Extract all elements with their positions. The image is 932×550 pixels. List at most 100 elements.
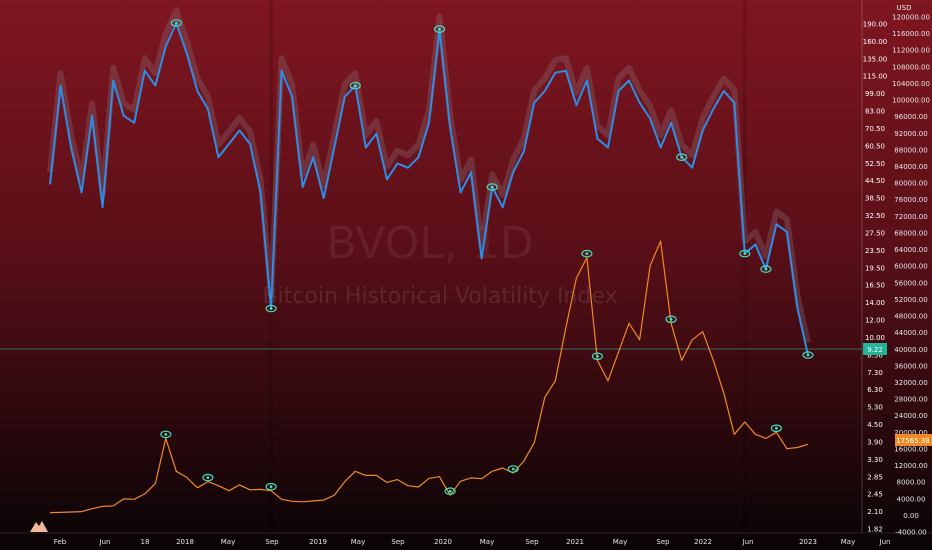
btc-tick-label: 88000.00 (894, 146, 927, 154)
btc-tick-label: 116000.00 (892, 30, 930, 38)
time-tick-label: Jun (99, 538, 111, 546)
bvol-tick-label: 52.50 (865, 160, 885, 168)
bvol-tick-label: 99.00 (865, 90, 885, 98)
time-tick-label: May (221, 538, 235, 546)
time-tick-label: 2021 (566, 538, 584, 546)
btc-tick-label: 64000.00 (894, 246, 927, 254)
btc-tick-label: 40000.00 (894, 346, 927, 354)
bvol-tick-label: 16.50 (865, 282, 885, 290)
marker-eye-icon (433, 25, 446, 33)
btc-value-text: 17565.38 (896, 437, 929, 445)
time-tick-label: 2020 (434, 538, 452, 546)
btc-tick-label: 52000.00 (894, 296, 927, 304)
time-tick-label: Jun (879, 538, 891, 546)
btc-tick-label: 112000.00 (892, 47, 930, 55)
marker-eye-icon (507, 465, 519, 473)
btc-tick-label: 44000.00 (894, 329, 927, 337)
event-band (269, 0, 274, 533)
tradingview-logo (30, 521, 48, 532)
time-axis: Feb Jun 18 2018 May Sep 2019 May Sep 2020 May Sep 20… (0, 532, 932, 546)
time-tick-label: Jun (742, 538, 754, 546)
marker-eye-icon (665, 315, 677, 324)
bvol-tick-label: 10.00 (865, 334, 885, 342)
bvol-tick-label: 3.90 (867, 438, 883, 446)
currency-label: USD (897, 4, 912, 12)
bvol-value-text: 9.22 (867, 346, 883, 354)
btc-tick-label: 120000.00 (892, 14, 930, 22)
btc-tick-label: 48000.00 (894, 313, 927, 321)
bvol-value-badge: 9.22 (863, 343, 887, 355)
btc-tick-label: 4000.00 (897, 495, 926, 503)
time-tick-label: 2019 (309, 538, 327, 546)
bvol-tick-label: 2.45 (867, 491, 883, 499)
bvol-tick-label: 70.50 (865, 125, 885, 133)
event-band (742, 0, 747, 533)
btc-tick-label: 56000.00 (894, 279, 927, 287)
btc-tick-label: 12000.00 (894, 462, 927, 470)
marker-eye-icon (770, 424, 783, 433)
bvol-tick-label: 38.50 (865, 195, 885, 203)
bvol-tick-label: 27.50 (865, 230, 885, 238)
marker-eye-icon (349, 81, 361, 90)
btc-tick-label: 108000.00 (892, 63, 930, 71)
time-tick-label: 2023 (799, 538, 817, 546)
bvol-tick-label: 83.00 (865, 108, 885, 116)
marker-eye-icon (265, 482, 277, 491)
bvol-tick-label: 115.00 (863, 73, 888, 81)
bvol-tick-label: 135.00 (863, 55, 888, 63)
watermark: BVOL, 1D Bitcoin Historical Volatility I… (262, 218, 617, 309)
marker-eye-icon (802, 351, 814, 359)
bvol-tick-label: 12.00 (865, 317, 885, 325)
time-tick-label: May (351, 538, 365, 546)
marker-eye-icon (739, 249, 751, 258)
btc-tick-label: 72000.00 (894, 213, 927, 221)
bvol-axis: 1.82 2.10 2.45 2.85 3.30 3.90 4.50 5.30 6.30 7.30… (861, 0, 888, 534)
btc-tick-label: 60000.00 (894, 263, 927, 271)
bvol-tick-label: 8.50 (867, 351, 883, 359)
btc-tick-label: 92000.00 (894, 130, 927, 138)
marker-eye-icon (486, 183, 498, 191)
marker-eye-icon (170, 19, 182, 27)
bvol-tick-label: 32.50 (865, 212, 885, 220)
marker-eye-icon (160, 430, 172, 439)
btc-axis: -4000.00 0.00 4000.00 8000.00 12000.00 16000.… (892, 14, 930, 537)
btc-tick-label: 80000.00 (894, 180, 927, 188)
time-tick-label: May (841, 538, 855, 546)
btc-tick-label: 24000.00 (894, 412, 927, 420)
bvol-tick-label: 2.85 (867, 473, 883, 481)
bvol-tick-label: 14.00 (865, 299, 885, 307)
bvol-tick-label: 3.30 (867, 456, 883, 464)
btc-tick-label: -4000.00 (895, 529, 926, 537)
time-tick-label: Sep (391, 538, 405, 546)
bvol-tick-label: 1.82 (867, 526, 883, 534)
event-lines (269, 0, 747, 533)
bvol-tick-label: 4.50 (867, 421, 883, 429)
time-tick-label: May (613, 538, 627, 546)
btc-tick-label: 100000.00 (892, 97, 930, 105)
bvol-tick-label: 190.00 (863, 21, 888, 29)
btc-tick-label: 104000.00 (892, 80, 930, 88)
marker-eye-icon (444, 487, 456, 496)
time-tick-label: Sep (265, 538, 279, 546)
btc-tick-label: 20000.00 (894, 429, 927, 437)
marker-eye-icon (265, 304, 277, 313)
bvol-tick-label: 5.30 (867, 404, 883, 412)
marker-eye-icon (760, 265, 772, 273)
time-tick-label: 18 (141, 538, 150, 546)
marker-eye-icon (591, 352, 604, 361)
btc-tick-label: 16000.00 (894, 445, 927, 453)
time-tick-label: Feb (54, 538, 67, 546)
time-tick-label: May (480, 538, 494, 546)
bvol-tick-label: 60.50 (865, 142, 885, 150)
btc-tick-label: 32000.00 (894, 379, 927, 387)
marker-eye-icon (202, 473, 214, 482)
btc-tick-label: 68000.00 (894, 230, 927, 238)
btc-tick-label: 0.00 (903, 512, 919, 520)
watermark-name: Bitcoin Historical Volatility Index (262, 284, 617, 309)
bvol-tick-label: 6.30 (867, 386, 883, 394)
bvol-range-band (47, 7, 811, 344)
time-tick-label: 2018 (176, 538, 194, 546)
watermark-symbol: BVOL, 1D (326, 218, 533, 269)
bvol-tick-label: 2.10 (867, 508, 883, 516)
